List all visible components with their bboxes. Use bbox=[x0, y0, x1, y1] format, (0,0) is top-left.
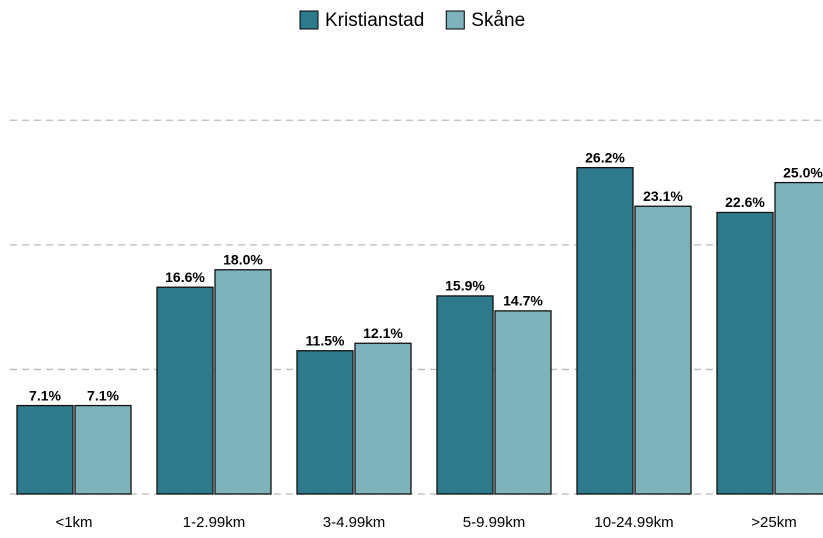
value-label: 12.1% bbox=[363, 325, 403, 341]
legend-swatch bbox=[299, 10, 319, 30]
bar bbox=[74, 404, 132, 495]
value-label: 15.9% bbox=[445, 278, 485, 294]
value-label: 22.6% bbox=[725, 194, 765, 210]
bar bbox=[296, 350, 354, 495]
bar bbox=[214, 269, 272, 495]
x-tick-label: >25km bbox=[751, 514, 796, 531]
bar bbox=[156, 286, 214, 495]
bar bbox=[494, 310, 552, 495]
bar bbox=[16, 404, 74, 495]
bar bbox=[354, 342, 412, 495]
bar bbox=[576, 166, 634, 495]
value-label: 14.7% bbox=[503, 293, 543, 309]
value-label: 25.0% bbox=[783, 164, 823, 180]
x-tick-label: 5-9.99km bbox=[463, 514, 526, 531]
value-label: 7.1% bbox=[29, 387, 61, 403]
x-tick-label: 1-2.99km bbox=[183, 514, 246, 531]
bar bbox=[774, 181, 823, 495]
bar bbox=[436, 295, 494, 495]
value-label: 23.1% bbox=[643, 188, 683, 204]
value-label: 18.0% bbox=[223, 251, 263, 267]
value-label: 11.5% bbox=[306, 332, 345, 348]
bar bbox=[634, 205, 692, 495]
legend-label: Skåne bbox=[471, 10, 525, 31]
value-label: 16.6% bbox=[165, 269, 205, 285]
legend-swatch bbox=[445, 10, 465, 30]
x-tick-label: <1km bbox=[55, 514, 92, 531]
x-tick-label: 3-4.99km bbox=[323, 514, 386, 531]
x-tick-label: 10-24.99km bbox=[594, 514, 673, 531]
value-label: 26.2% bbox=[585, 149, 625, 165]
legend-label: Kristianstad bbox=[325, 10, 424, 31]
value-label: 7.1% bbox=[87, 387, 119, 403]
bar bbox=[716, 211, 774, 495]
